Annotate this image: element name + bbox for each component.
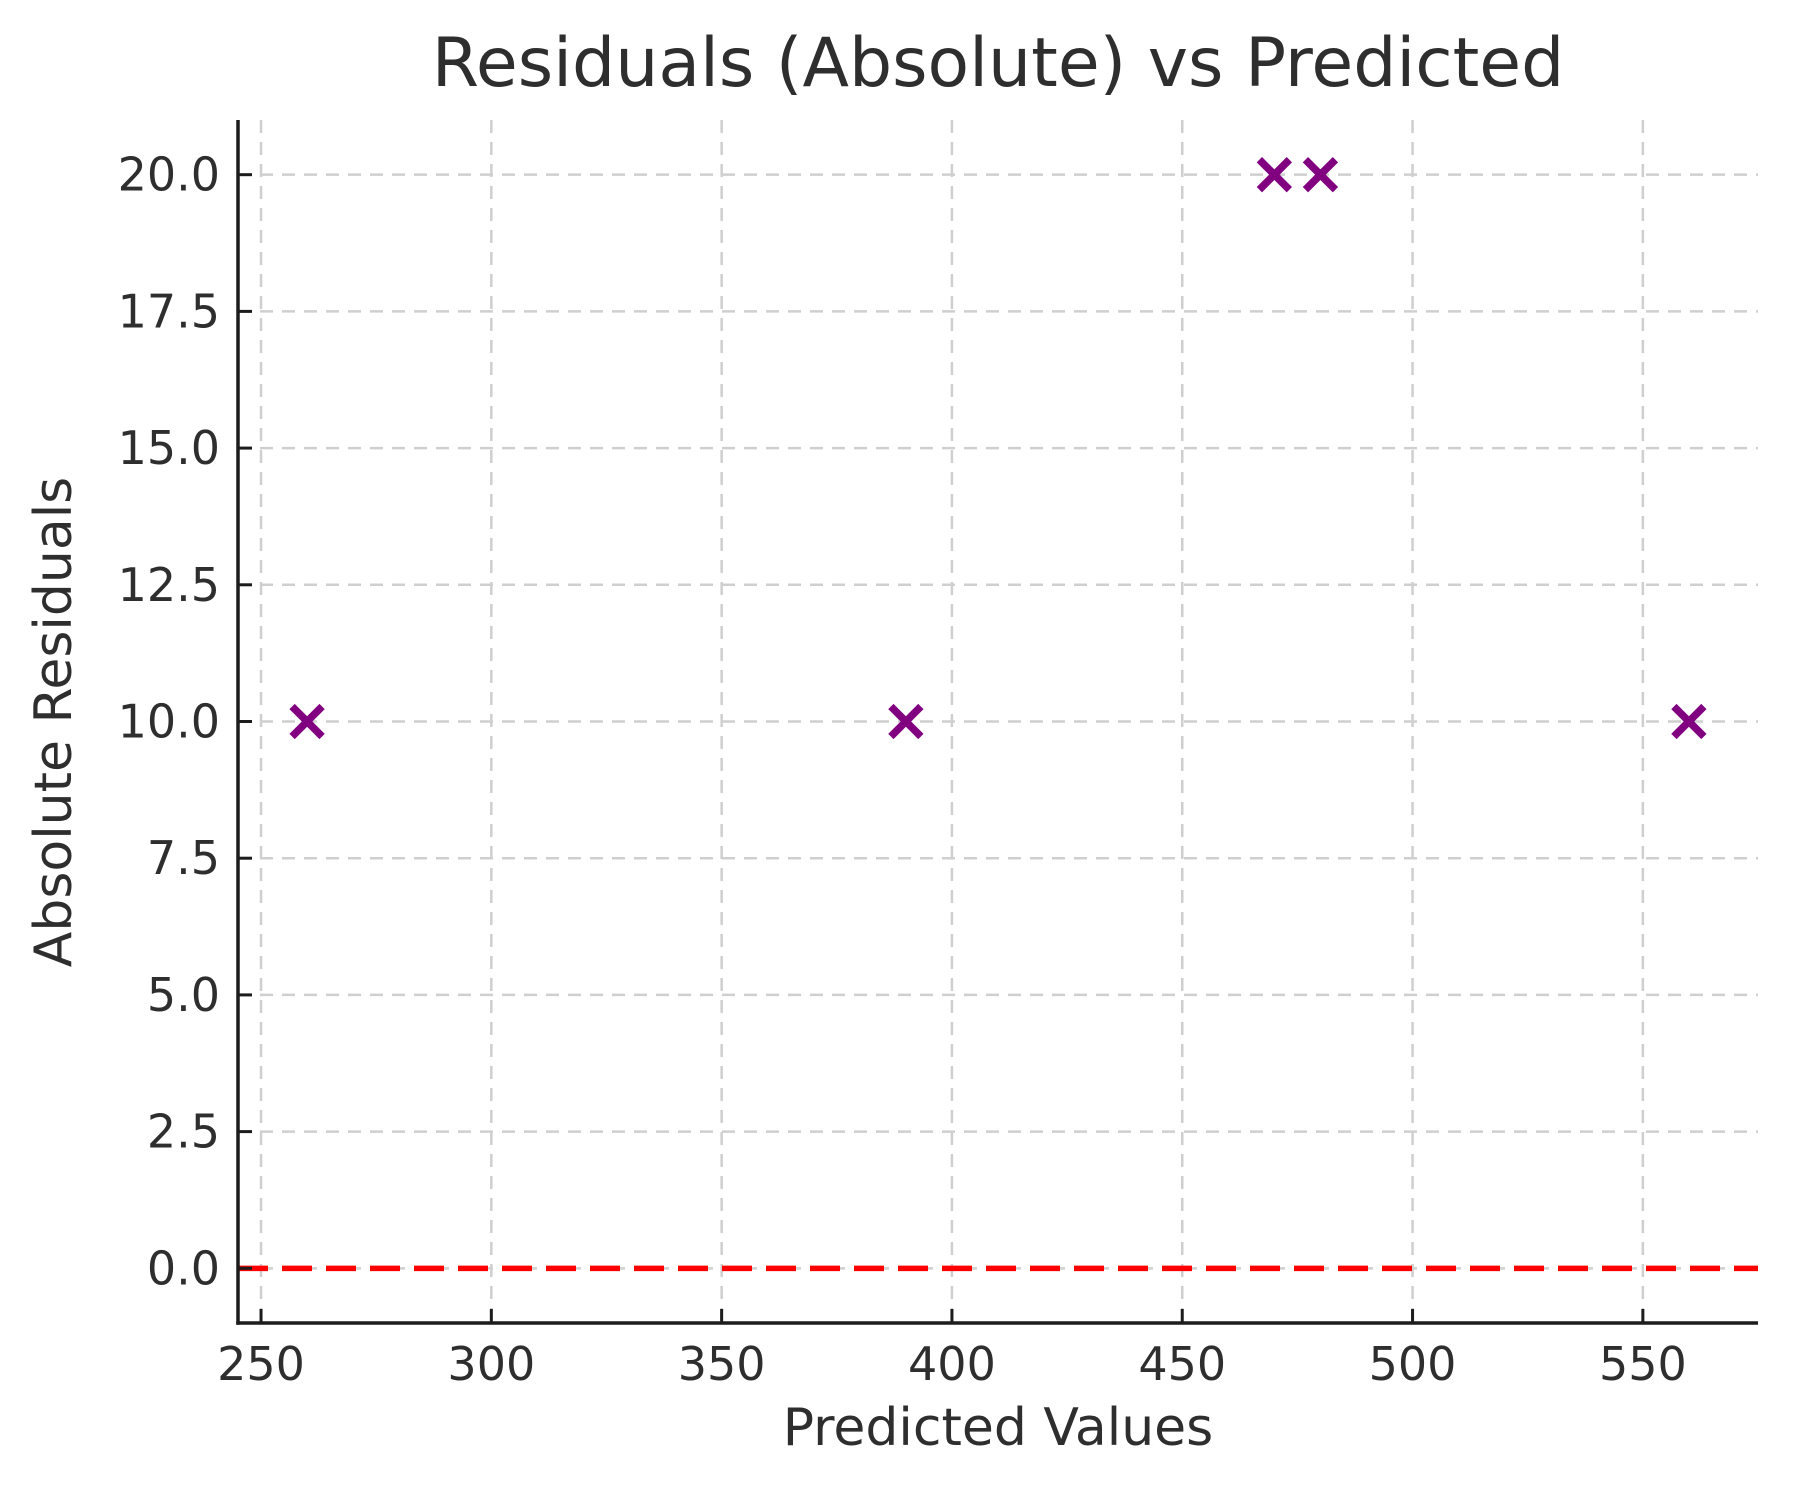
y-tick-label: 12.5 xyxy=(118,558,220,612)
x-tick-label: 250 xyxy=(217,1337,305,1391)
data-point-marker xyxy=(1671,703,1707,740)
y-tick-label: 20.0 xyxy=(118,148,220,202)
y-tick-label: 15.0 xyxy=(118,421,220,475)
y-tick-label: 17.5 xyxy=(118,284,220,338)
data-point-marker xyxy=(888,703,924,740)
x-axis-label: Predicted Values xyxy=(782,1398,1214,1458)
y-tick-label: 5.0 xyxy=(147,968,220,1022)
y-tick-label: 0.0 xyxy=(147,1241,220,1295)
x-tick-label: 550 xyxy=(1599,1337,1687,1391)
y-tick-label: 7.5 xyxy=(147,831,220,885)
x-tick-label: 350 xyxy=(678,1337,766,1391)
data-point-marker xyxy=(1302,157,1339,193)
chart-title: Residuals (Absolute) vs Predicted xyxy=(431,24,1565,103)
y-tick-label: 2.5 xyxy=(147,1105,220,1159)
x-tick-label: 500 xyxy=(1369,1337,1457,1391)
x-tick-label: 400 xyxy=(908,1337,996,1391)
data-point-marker xyxy=(289,703,325,740)
x-tick-label: 450 xyxy=(1138,1337,1226,1391)
y-tick-label: 10.0 xyxy=(118,695,220,749)
data-point-marker xyxy=(1256,157,1293,193)
x-tick-label: 300 xyxy=(447,1337,535,1391)
